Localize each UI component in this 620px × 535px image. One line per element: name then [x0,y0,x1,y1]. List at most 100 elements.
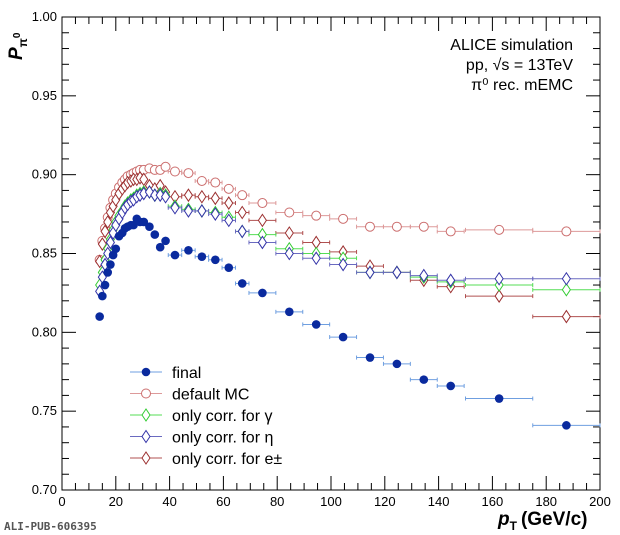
series-3 [95,185,601,299]
data-point [224,196,234,210]
watermark: ALI-PUB-606395 [4,520,97,533]
legend-label: final [172,365,201,382]
data-point [98,291,107,301]
data-point [365,221,376,232]
data-point [561,226,572,237]
data-point [100,280,110,290]
y-tick-label: 0.85 [32,246,57,261]
x-tick-label: 80 [270,494,284,509]
data-point [183,188,194,203]
y-tick-label: 0.70 [32,482,57,497]
data-point [111,244,121,254]
data-point [237,205,247,220]
data-point [224,263,234,272]
data-point [311,251,321,266]
legend-marker [141,388,151,399]
data-point [311,320,321,329]
x-tick-label: 20 [109,494,123,509]
legend: final default MC only corr. for γ only corr… [130,365,282,468]
data-point [150,230,160,239]
data-point [494,289,504,303]
legend-marker [141,408,151,422]
annotation-reco: π⁰ rec. mEMC [471,77,573,94]
data-point [494,394,504,403]
data-point [562,421,571,430]
data-point [494,224,505,235]
data-point [561,282,571,297]
data-marks [94,161,601,430]
data-point [184,246,193,255]
data-point [445,226,456,237]
x-tick-label: 120 [374,494,396,509]
data-point [257,198,268,209]
data-point [237,190,248,201]
data-point [106,260,115,269]
data-point [170,250,180,260]
data-point [391,221,402,232]
y-tick-label: 0.90 [32,167,57,182]
axes: 0 20 40 60 80 100 120 140 160 180 200 0.70 0.75 0.80 0… [32,9,611,509]
annotation-system: pp, √s = 13TeV [466,57,573,74]
data-point [284,246,294,261]
data-point [392,359,402,369]
legend-marker [141,451,151,465]
data-point [392,265,402,280]
x-tick-label: 180 [535,494,557,509]
data-point [419,268,429,283]
series-0 [95,214,601,430]
data-point [258,288,267,298]
data-point [210,207,220,221]
y-tick-label: 0.80 [32,324,57,339]
data-point [139,217,149,227]
data-point [103,268,113,277]
data-point [284,207,295,218]
x-tick-label: 100 [320,494,342,509]
data-point [183,204,194,218]
data-point [211,255,220,265]
y-axis-label: Pπ0 [6,32,30,60]
data-point [183,168,194,179]
legend-label: default MC [172,387,249,404]
data-point [365,265,375,280]
series-1 [94,161,601,265]
data-point [365,353,375,362]
data-point [197,189,207,204]
data-point [145,222,154,231]
legend-marker [141,367,151,377]
data-point [161,236,170,246]
data-point [210,177,221,188]
data-point [338,213,349,224]
y-tick-label: 0.75 [32,403,57,418]
data-point [160,161,171,172]
data-point [446,381,456,391]
data-point [105,235,116,250]
x-tick-label: 0 [58,494,65,509]
data-point [561,309,571,324]
data-point [160,189,171,204]
data-point [561,271,571,286]
legend-marker [141,429,151,444]
data-point [95,312,104,321]
data-point [103,215,113,229]
x-tick-label: 200 [589,494,611,509]
data-point [257,235,268,250]
x-tick-label: 60 [216,494,230,509]
data-point [338,257,348,272]
data-point [257,213,268,228]
data-point [284,226,294,240]
x-axis-label: pT (GeV/c) [497,509,587,533]
data-point [224,213,234,228]
data-point [285,307,294,317]
data-point [210,191,220,206]
data-point [100,224,110,239]
data-point [196,175,207,186]
data-point [197,252,207,261]
x-tick-label: 40 [162,494,176,509]
legend-label: only corr. for e± [172,451,282,468]
data-point [494,271,504,286]
data-point [170,200,180,215]
data-point [237,224,247,239]
data-point [338,332,348,342]
